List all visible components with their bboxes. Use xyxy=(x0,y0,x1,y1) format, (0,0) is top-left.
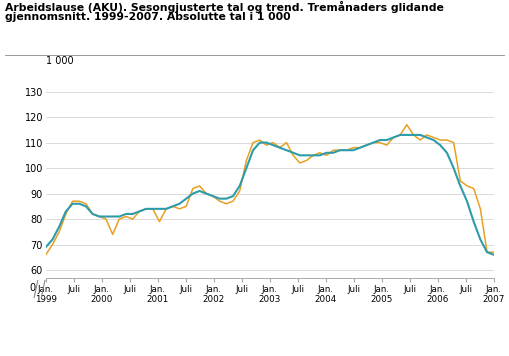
Text: 0: 0 xyxy=(30,283,36,293)
Text: gjennomsnitt. 1999-2007. Absolutte tal i 1 000: gjennomsnitt. 1999-2007. Absolutte tal i… xyxy=(5,12,291,22)
Text: Arbeidslause (AKU). Sesongjusterte tal og trend. Tremånaders glidande: Arbeidslause (AKU). Sesongjusterte tal o… xyxy=(5,1,444,13)
Text: 1 000: 1 000 xyxy=(46,56,73,66)
